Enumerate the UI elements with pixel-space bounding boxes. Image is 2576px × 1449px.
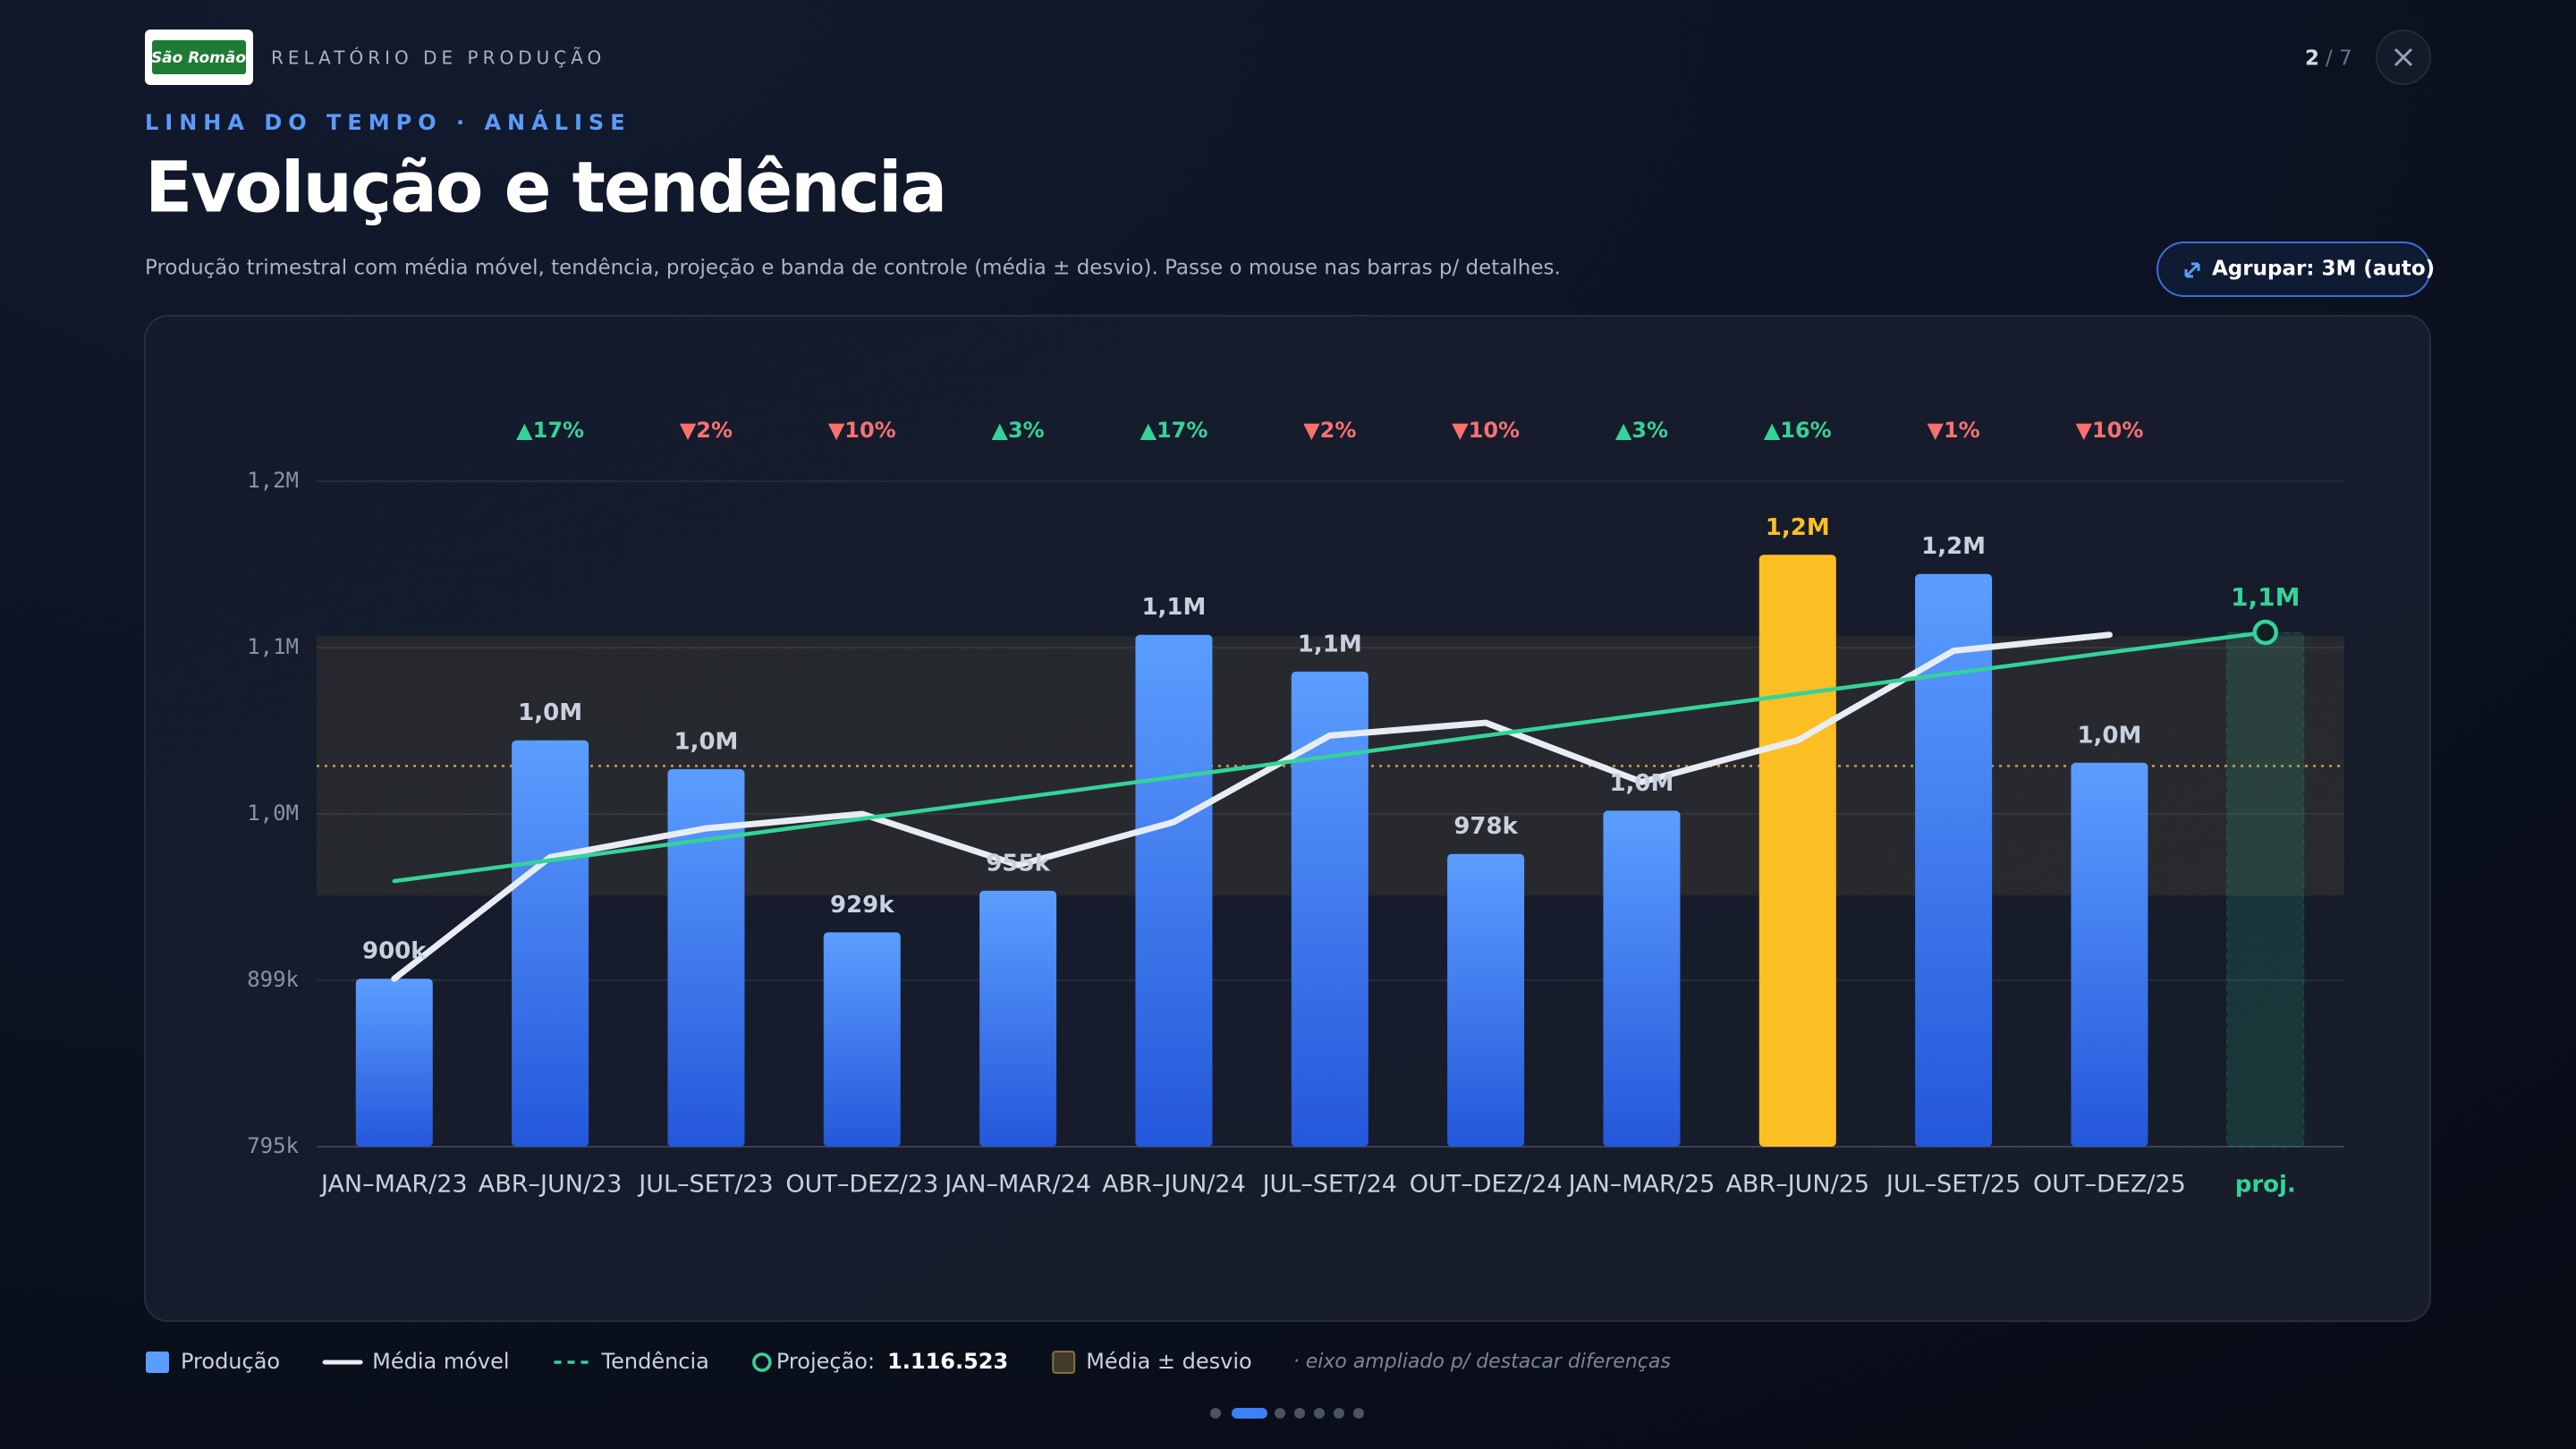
- page-dot[interactable]: [1314, 1408, 1325, 1419]
- x-tick-label: JUL–SET/25: [1885, 1171, 2021, 1199]
- legend-label: Tendência: [601, 1349, 709, 1374]
- report-title: RELATÓRIO DE PRODUÇÃO: [271, 47, 606, 69]
- page-dot-active[interactable]: [1232, 1408, 1267, 1419]
- bar: [1758, 555, 1836, 1147]
- page-dot[interactable]: [1275, 1408, 1285, 1419]
- bar: [1603, 810, 1681, 1147]
- bar: [823, 932, 901, 1147]
- x-tick-label: proj.: [2235, 1172, 2296, 1199]
- change-label: ▲3%: [992, 418, 1045, 443]
- value-label: 955k: [986, 850, 1050, 877]
- value-label: 900k: [362, 938, 427, 965]
- bar: [667, 768, 745, 1147]
- value-label: 1,0M: [1609, 770, 1674, 797]
- x-tick-label: JUL–SET/24: [1261, 1171, 1397, 1199]
- page-dot[interactable]: [1210, 1408, 1221, 1419]
- projection-bar: [2226, 631, 2305, 1148]
- x-tick-label: OUT–DEZ/25: [2033, 1171, 2186, 1199]
- page-dot[interactable]: [1353, 1408, 1364, 1419]
- value-label: 1,0M: [2077, 722, 2141, 749]
- x-tick-label: ABR–JUN/23: [479, 1171, 623, 1199]
- y-tick-label: 899k: [247, 967, 299, 992]
- x-tick-label: JAN–MAR/25: [1567, 1171, 1716, 1199]
- legend-label: Média ± desvio: [1086, 1349, 1252, 1374]
- pagination: [1210, 1408, 1364, 1419]
- x-tick-label: ABR–JUN/25: [1725, 1171, 1869, 1199]
- x-tick-label: OUT–DEZ/23: [785, 1171, 938, 1199]
- logo-text: São Romão: [151, 49, 246, 67]
- value-label: 929k: [830, 892, 894, 919]
- legend-label: Produção: [181, 1349, 280, 1374]
- value-label: 978k: [1453, 813, 1518, 840]
- x-tick-label: JAN–MAR/24: [943, 1171, 1091, 1199]
- group-button-label: Agrupar: 3M (auto): [2212, 258, 2435, 281]
- y-tick-label: 1,0M: [247, 801, 299, 826]
- page-dot[interactable]: [1294, 1408, 1305, 1419]
- y-tick-label: 795k: [247, 1133, 299, 1158]
- plot: 795k 899k 1,0M 1,1M 1,2M 900k 1,0M 1,0M 929k 955k…: [247, 418, 2344, 1199]
- trend-line: [392, 630, 2268, 884]
- group-button[interactable]: [2157, 242, 2431, 297]
- x-tick-label: JUL–SET/23: [637, 1171, 773, 1199]
- change-label: ▼1%: [1927, 418, 1979, 443]
- y-tick-label: 1,2M: [247, 468, 299, 493]
- legend-label: Projeção:: [776, 1349, 875, 1374]
- group-icon: [2184, 262, 2200, 278]
- page-total: / 7: [2326, 47, 2352, 71]
- x-tick-label: ABR–JUN/24: [1102, 1171, 1246, 1199]
- change-label: ▲17%: [516, 418, 584, 443]
- value-label: 1,1M: [1298, 631, 1362, 657]
- x-tick-label: JAN–MAR/23: [319, 1171, 468, 1199]
- bar: [1447, 853, 1525, 1147]
- bar: [355, 979, 433, 1147]
- change-label: ▲17%: [1140, 418, 1208, 443]
- bar: [1291, 671, 1368, 1147]
- bar: [979, 890, 1057, 1147]
- legend-swatch: [1052, 1351, 1076, 1374]
- bar: [1135, 634, 1213, 1147]
- projection-label: 1,1M: [2231, 582, 2300, 612]
- value-label: 1,0M: [518, 699, 582, 726]
- legend-label: 1.116.523: [887, 1349, 1008, 1374]
- legend-swatch: [146, 1352, 169, 1373]
- change-label: ▼10%: [2075, 418, 2143, 443]
- change-label: ▲3%: [1615, 418, 1668, 443]
- value-label: 1,2M: [1921, 533, 1986, 560]
- value-label: 1,0M: [674, 728, 738, 755]
- value-label: 1,1M: [1141, 594, 1206, 621]
- change-label: ▼10%: [828, 418, 896, 443]
- x-tick-label: OUT–DEZ/24: [1410, 1171, 1563, 1199]
- change-label: ▼10%: [1452, 418, 1520, 443]
- overlays: 900k 1,0M 1,0M 929k 955k 1,1M 1,1M 978k 1,0M 1,2M…: [362, 514, 2300, 965]
- subtitle: Produção trimestral com média móvel, ten…: [145, 257, 1561, 280]
- legend-label: · eixo ampliado p/ destacar diferenças: [1293, 1351, 1671, 1373]
- bar: [512, 740, 589, 1147]
- logo-mark: [152, 40, 246, 74]
- legend: Produção Média móvel Tendência Projeção: 1.1…: [146, 1349, 1671, 1374]
- change-label: ▲16%: [1764, 418, 1832, 443]
- value-label: 1,2M: [1766, 514, 1830, 541]
- lines: [391, 630, 2268, 982]
- legend-label: Média móvel: [372, 1349, 509, 1374]
- projection-point: [2252, 619, 2279, 646]
- change-label: ▼2%: [1303, 418, 1356, 443]
- bar: [1915, 573, 1993, 1147]
- close-icon: [2394, 47, 2413, 67]
- legend-swatch: [752, 1352, 772, 1372]
- moving-average-line: [391, 631, 2113, 982]
- y-tick-label: 1,1M: [247, 634, 299, 659]
- page-dot[interactable]: [1334, 1408, 1344, 1419]
- change-label: ▼2%: [680, 418, 733, 443]
- page-title: Evolução e tendência: [145, 148, 945, 228]
- page-current: 2: [2305, 47, 2319, 71]
- bar: [2071, 762, 2148, 1147]
- eyebrow: LINHA DO TEMPO · ANÁLISE: [145, 109, 631, 135]
